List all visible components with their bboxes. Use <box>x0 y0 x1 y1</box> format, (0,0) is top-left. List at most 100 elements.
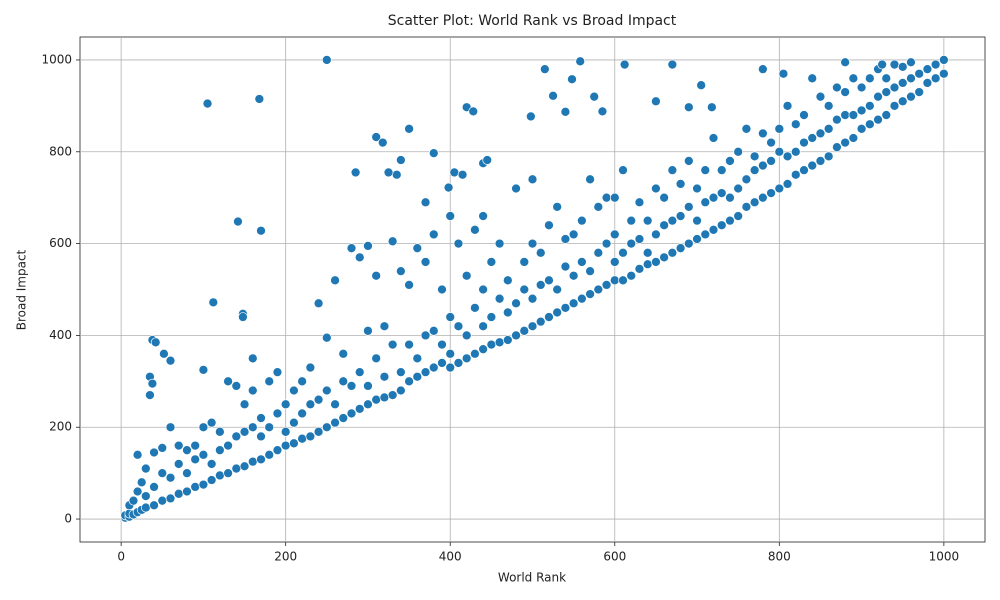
point <box>848 110 859 120</box>
point <box>700 165 711 175</box>
point <box>173 440 184 451</box>
point <box>823 123 834 134</box>
point <box>206 417 217 428</box>
point <box>140 463 151 474</box>
point <box>683 102 694 113</box>
point <box>519 284 530 295</box>
x-axis-label: World Rank <box>498 571 566 585</box>
point <box>741 202 752 212</box>
point <box>428 229 439 240</box>
point <box>371 394 382 405</box>
point <box>247 422 258 433</box>
point <box>354 367 365 377</box>
point <box>708 192 719 203</box>
point <box>198 422 209 433</box>
point <box>790 169 801 180</box>
point <box>725 192 735 203</box>
point <box>239 461 250 472</box>
point <box>420 330 431 341</box>
point <box>445 211 456 221</box>
point <box>741 123 752 134</box>
y-tick-label: 0 <box>64 512 72 526</box>
point <box>741 174 752 185</box>
point <box>396 155 406 165</box>
point <box>231 463 242 474</box>
point <box>790 119 801 130</box>
point <box>815 91 826 102</box>
point <box>585 289 595 299</box>
point <box>815 156 826 166</box>
point <box>371 132 382 142</box>
point <box>609 229 620 240</box>
point <box>449 167 460 178</box>
point <box>593 247 604 258</box>
point <box>856 82 867 93</box>
point <box>799 137 809 148</box>
point <box>363 325 373 336</box>
point <box>254 94 265 104</box>
point <box>766 188 776 198</box>
point <box>519 325 530 336</box>
point <box>856 123 867 134</box>
point <box>548 90 558 101</box>
point <box>377 137 388 148</box>
point <box>642 247 653 258</box>
point <box>363 399 373 410</box>
point <box>725 156 735 166</box>
point <box>601 238 612 249</box>
point <box>877 59 888 70</box>
point <box>930 73 941 84</box>
point <box>782 179 793 189</box>
point <box>527 174 538 185</box>
point <box>873 114 883 125</box>
point <box>289 438 299 449</box>
point <box>782 101 793 111</box>
point <box>696 80 707 91</box>
point <box>494 238 505 249</box>
point <box>716 165 727 175</box>
point <box>206 459 217 469</box>
point <box>626 215 637 226</box>
point <box>922 64 933 74</box>
point <box>145 390 155 400</box>
point <box>774 123 785 134</box>
point <box>468 106 479 117</box>
point <box>445 362 456 373</box>
x-tick-label: 600 <box>603 550 626 564</box>
point <box>527 321 538 332</box>
point <box>420 197 431 208</box>
point <box>354 404 365 414</box>
point <box>338 413 349 423</box>
point <box>313 394 324 405</box>
point <box>140 491 151 501</box>
point <box>667 59 678 70</box>
point <box>264 449 275 460</box>
point <box>651 229 661 240</box>
point <box>157 443 168 453</box>
point <box>807 133 818 143</box>
point <box>396 266 406 276</box>
point <box>930 59 941 70</box>
point <box>848 73 859 84</box>
point <box>461 353 472 364</box>
point <box>346 381 357 391</box>
point <box>733 183 744 194</box>
x-tick-label: 400 <box>439 550 462 564</box>
point <box>778 68 789 79</box>
point <box>478 321 488 332</box>
x-tick-label: 0 <box>117 550 125 564</box>
point <box>157 495 168 506</box>
point <box>313 426 324 437</box>
point <box>823 101 834 111</box>
point <box>470 348 480 359</box>
point <box>371 353 382 364</box>
point <box>379 392 390 403</box>
point <box>575 56 586 67</box>
point <box>552 307 563 318</box>
point <box>297 408 307 419</box>
point <box>453 238 464 249</box>
point <box>618 275 628 286</box>
point <box>758 64 768 74</box>
point <box>233 216 243 227</box>
point <box>256 431 266 442</box>
